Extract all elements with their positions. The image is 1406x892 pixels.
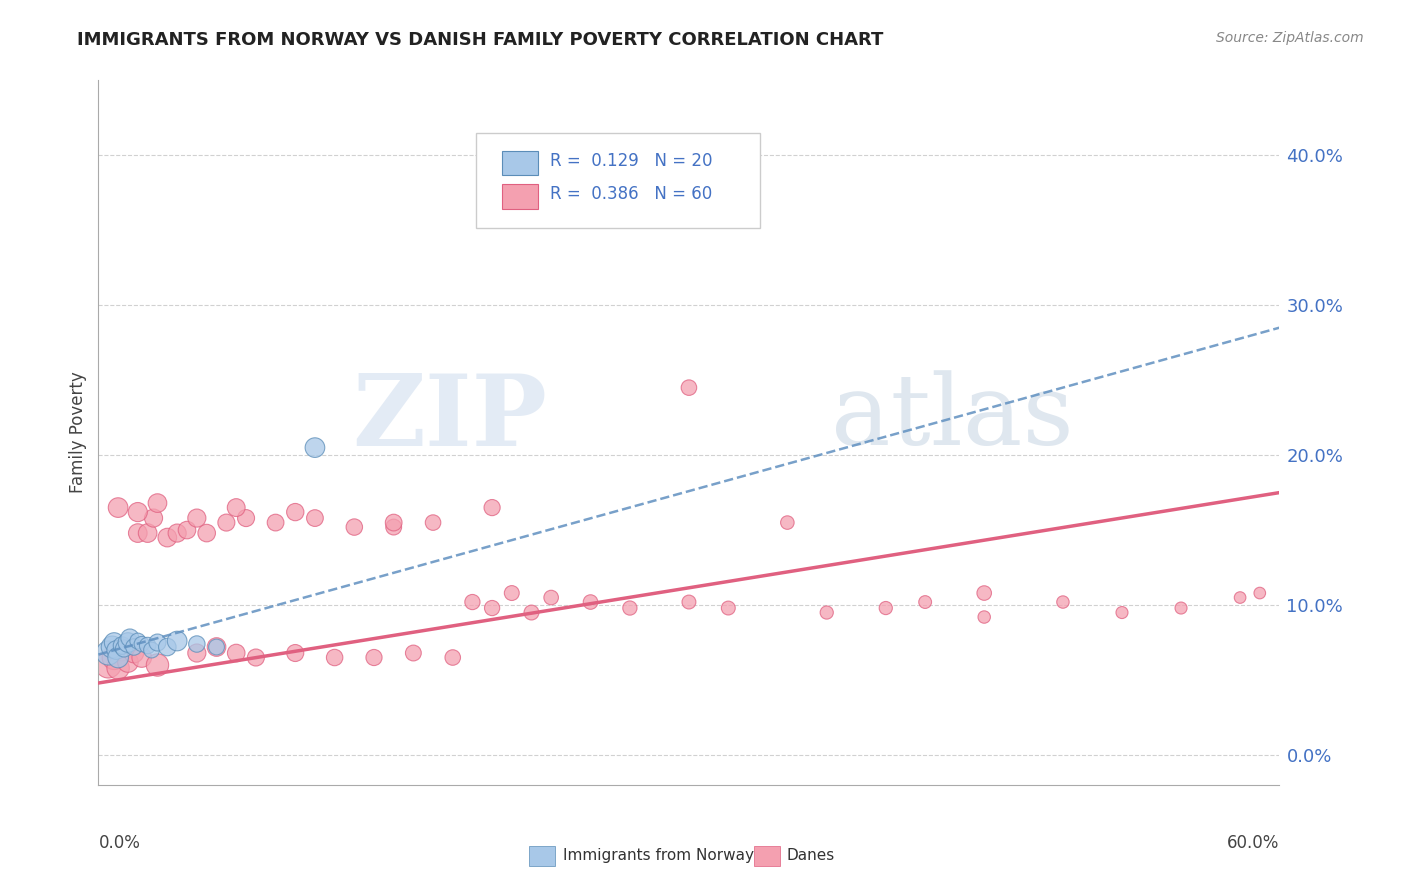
- Point: [678, 595, 700, 609]
- Point: [264, 516, 287, 530]
- Point: [501, 586, 523, 600]
- Text: IMMIGRANTS FROM NORWAY VS DANISH FAMILY POVERTY CORRELATION CHART: IMMIGRANTS FROM NORWAY VS DANISH FAMILY …: [77, 31, 884, 49]
- Point: [111, 639, 134, 653]
- Point: [304, 441, 326, 455]
- Point: [156, 640, 179, 654]
- Point: [103, 635, 125, 649]
- Point: [422, 516, 444, 530]
- Text: ZIP: ZIP: [353, 370, 547, 467]
- Text: Danes: Danes: [787, 848, 835, 863]
- Text: 0.0%: 0.0%: [98, 834, 141, 852]
- Point: [105, 643, 128, 657]
- Point: [1111, 606, 1133, 620]
- Point: [146, 635, 169, 649]
- Point: [111, 643, 134, 657]
- Point: [875, 601, 897, 615]
- Point: [205, 640, 228, 654]
- Point: [166, 526, 188, 541]
- Point: [520, 606, 543, 620]
- Point: [1170, 601, 1192, 615]
- Point: [122, 640, 145, 654]
- Point: [815, 606, 838, 620]
- Point: [97, 658, 120, 673]
- Point: [382, 520, 405, 534]
- Point: [205, 640, 228, 654]
- Point: [579, 595, 602, 609]
- Point: [481, 500, 503, 515]
- Point: [176, 523, 198, 537]
- Point: [973, 586, 995, 600]
- Point: [402, 646, 425, 660]
- Point: [1229, 591, 1251, 605]
- Point: [141, 643, 163, 657]
- FancyBboxPatch shape: [477, 133, 759, 228]
- Point: [717, 601, 740, 615]
- Point: [117, 635, 139, 649]
- Point: [136, 526, 159, 541]
- Point: [619, 601, 641, 615]
- Point: [1249, 586, 1271, 600]
- Point: [323, 650, 346, 665]
- Bar: [530, 847, 555, 866]
- Point: [131, 637, 153, 651]
- Point: [146, 496, 169, 510]
- Point: [103, 650, 125, 665]
- Point: [186, 637, 208, 651]
- Point: [382, 516, 405, 530]
- Point: [195, 526, 218, 541]
- Point: [101, 640, 124, 654]
- Point: [117, 655, 139, 669]
- Point: [461, 595, 484, 609]
- Point: [186, 646, 208, 660]
- Bar: [754, 847, 780, 866]
- Point: [122, 646, 145, 660]
- Point: [142, 511, 165, 525]
- Point: [1052, 595, 1074, 609]
- Point: [481, 601, 503, 615]
- Point: [131, 650, 153, 665]
- Text: 60.0%: 60.0%: [1227, 834, 1279, 852]
- Point: [112, 641, 135, 656]
- Point: [127, 526, 149, 541]
- Text: Immigrants from Norway: Immigrants from Norway: [562, 848, 754, 863]
- Bar: [502, 151, 537, 176]
- Bar: [502, 184, 537, 209]
- Point: [914, 595, 936, 609]
- Text: Source: ZipAtlas.com: Source: ZipAtlas.com: [1216, 31, 1364, 45]
- Point: [343, 520, 366, 534]
- Point: [127, 505, 149, 519]
- Point: [107, 500, 129, 515]
- Text: R =  0.386   N = 60: R = 0.386 N = 60: [550, 186, 711, 203]
- Point: [215, 516, 238, 530]
- Point: [166, 634, 188, 648]
- Point: [235, 511, 257, 525]
- Point: [118, 631, 141, 645]
- Point: [678, 381, 700, 395]
- Y-axis label: Family Poverty: Family Poverty: [69, 372, 87, 493]
- Point: [146, 658, 169, 673]
- Point: [127, 634, 149, 648]
- Point: [973, 610, 995, 624]
- Point: [284, 505, 307, 519]
- Point: [186, 511, 208, 525]
- Point: [245, 650, 267, 665]
- Text: R =  0.129   N = 20: R = 0.129 N = 20: [550, 153, 711, 170]
- Point: [107, 661, 129, 675]
- Point: [776, 516, 799, 530]
- Point: [107, 650, 129, 665]
- Point: [136, 639, 159, 653]
- Point: [441, 650, 464, 665]
- Point: [156, 531, 179, 545]
- Point: [284, 646, 307, 660]
- Point: [304, 511, 326, 525]
- Point: [97, 646, 120, 660]
- Text: atlas: atlas: [831, 371, 1073, 467]
- Point: [363, 650, 385, 665]
- Point: [225, 500, 247, 515]
- Point: [225, 646, 247, 660]
- Point: [540, 591, 562, 605]
